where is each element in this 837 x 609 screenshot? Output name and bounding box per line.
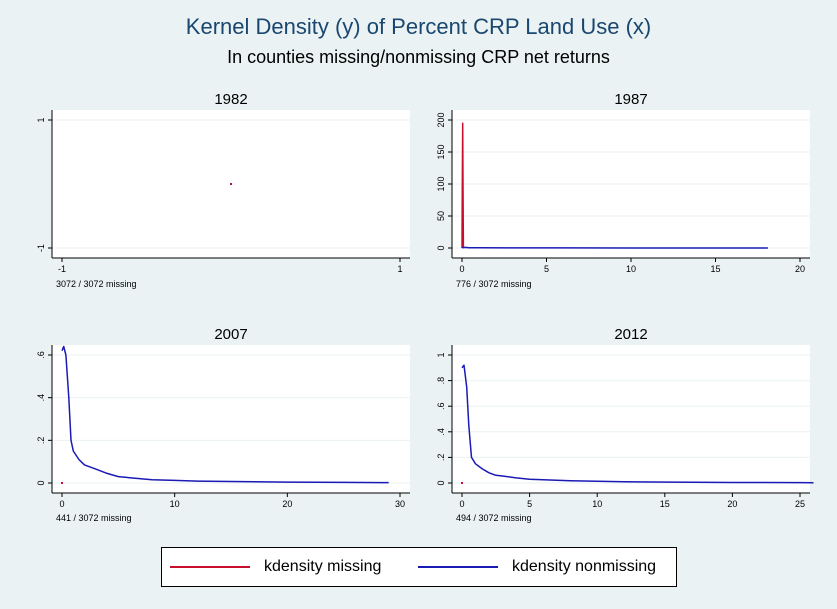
- chart-subtitle: In counties missing/nonmissing CRP net r…: [227, 47, 610, 67]
- y-tick-label: .6: [36, 351, 46, 359]
- x-tick-label: 25: [795, 499, 805, 509]
- legend-label-nonmissing: kdensity nonmissing: [512, 558, 657, 575]
- y-tick-label: 100: [436, 176, 446, 191]
- panel-title: 1987: [614, 91, 647, 108]
- x-tick-label: 20: [282, 499, 292, 509]
- y-tick-label: .2: [436, 454, 446, 462]
- x-tick-label: 20: [795, 264, 805, 274]
- x-tick-label: 10: [626, 264, 636, 274]
- legend-item-missing: kdensity missing: [170, 548, 381, 586]
- x-tick-label: 30: [395, 499, 405, 509]
- panel-note: 441 / 3072 missing: [56, 513, 132, 523]
- x-tick-label: 5: [527, 499, 532, 509]
- x-tick-label: 0: [459, 264, 464, 274]
- y-tick-label: 200: [436, 112, 446, 127]
- x-tick-label: 20: [727, 499, 737, 509]
- panel-title: 2012: [614, 326, 647, 343]
- y-tick-label: .6: [436, 402, 446, 410]
- x-tick-label: 5: [544, 264, 549, 274]
- y-tick-label: .2: [36, 437, 46, 445]
- series-kdensity-nonmissing-line: [61, 345, 389, 484]
- plot-area: [452, 345, 810, 493]
- series-kdensity-nonmissing-line: [461, 246, 768, 249]
- x-tick-label: 0: [59, 499, 64, 509]
- x-tick-label: 10: [592, 499, 602, 509]
- legend-swatch-missing: [170, 566, 250, 568]
- y-tick-label: 150: [436, 144, 446, 159]
- legend: kdensity missing kdensity nonmissing: [161, 547, 677, 587]
- x-tick-label: 1: [397, 264, 402, 274]
- x-tick-label: 10: [170, 499, 180, 509]
- series-kdensity-missing-point: [61, 482, 63, 484]
- series-kdensity-missing-line: [461, 122, 465, 249]
- panel-note: 494 / 3072 missing: [456, 513, 532, 523]
- panel-title: 2007: [214, 326, 247, 343]
- y-tick-label: .8: [436, 377, 446, 385]
- y-tick-label: 0: [436, 245, 446, 250]
- x-tick-label: 15: [710, 264, 720, 274]
- series-kdensity-missing-point: [461, 482, 463, 484]
- legend-label-missing: kdensity missing: [264, 558, 382, 575]
- y-tick-label: 1: [436, 352, 446, 357]
- legend-item-nonmissing: kdensity nonmissing: [418, 548, 656, 586]
- panel-2007: 0 .2 .4 .6 0 10 20 30 2007 441 / 3072 missing: [36, 326, 410, 523]
- series-kdensity-missing-point: [230, 183, 232, 185]
- panel-note: 776 / 3072 missing: [456, 279, 532, 289]
- panel-title: 1982: [214, 91, 247, 108]
- panel-1982: -1 1 -1 1 1982 3072 / 3072 missing: [36, 91, 410, 289]
- panel-1987: 0 50 100 150 200 0 5 10 15 20 1987 776 / 3072 missi…: [436, 91, 810, 289]
- x-tick-label: 15: [660, 499, 670, 509]
- y-tick-label: 50: [436, 211, 446, 221]
- y-tick-label: .4: [436, 428, 446, 436]
- x-tick-label: 0: [459, 499, 464, 509]
- y-tick-label: .4: [36, 394, 46, 402]
- panel-note: 3072 / 3072 missing: [56, 279, 137, 289]
- y-tick-label: -1: [36, 244, 46, 252]
- y-tick-label: 0: [36, 480, 46, 485]
- y-tick-label: 0: [436, 480, 446, 485]
- y-tick-label: 1: [36, 117, 46, 122]
- plot-area: [52, 345, 410, 493]
- x-tick-label: -1: [58, 264, 66, 274]
- chart-title: Kernel Density (y) of Percent CRP Land U…: [185, 14, 652, 39]
- legend-swatch-nonmissing: [418, 566, 498, 568]
- series-kdensity-nonmissing-line: [461, 364, 814, 484]
